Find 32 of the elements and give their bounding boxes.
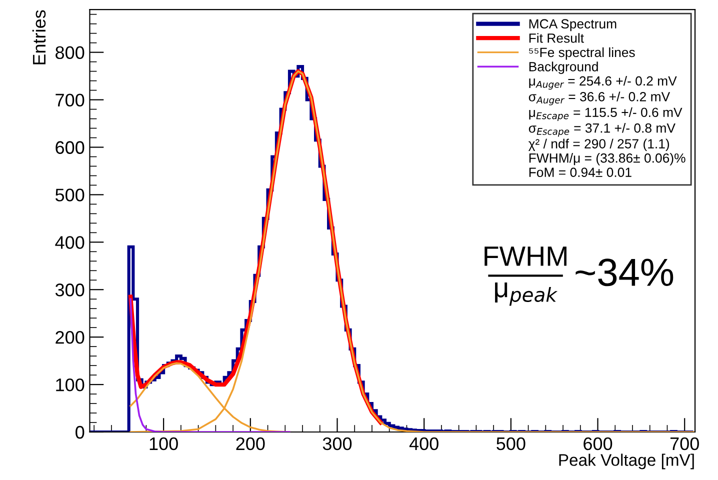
y-tick-label: 100	[56, 378, 84, 392]
legend-label: MCA Spectrum	[529, 19, 616, 32]
x-tick-label: 500	[496, 437, 526, 450]
y-tick-label: 400	[55, 236, 84, 249]
x-tick-label: 200	[236, 437, 265, 450]
x-tick-label: 400	[409, 437, 438, 450]
y-tick-label: 300	[55, 284, 84, 296]
y-tick-label: 800	[56, 46, 84, 60]
annotation: FWHM	[484, 246, 566, 266]
x-tick-label: 300	[322, 437, 352, 450]
y-tick-label: 600	[56, 141, 84, 154]
y-tick-label: 0	[76, 426, 84, 439]
x-tick-label: 100	[150, 437, 178, 450]
y-tick-label: 500	[55, 188, 84, 202]
x-axis-title: Peak Voltage [mV]	[559, 454, 694, 470]
annotation: FWHM/μ = (33.86± 0.06)%	[529, 153, 686, 166]
y-axis-title: Entries	[32, 10, 46, 64]
legend-label: Fit Result	[529, 33, 584, 43]
annotation: μ$_{Auger}$ = 254.6 +/- 0.2 mV	[529, 76, 677, 90]
y-tick-label: 700	[56, 94, 84, 106]
annotation: σ$_{Escape}$ = 37.1 +/- 0.8 mV	[528, 123, 676, 137]
annotation: χ² / ndf = 290 / 257 (1.1)	[528, 138, 670, 152]
legend-label: ⁵⁵Fe spectral lines	[529, 47, 635, 60]
x-tick-label: 700	[670, 437, 699, 450]
annotation: ~34%	[576, 258, 674, 286]
annotation: μ$_{Escape}$ = 115.5 +/- 0.6 mV	[529, 107, 682, 121]
legend-label: Background	[529, 62, 598, 74]
annotation: FoM = 0.94± 0.01	[529, 168, 632, 178]
x-tick-label: 600	[584, 437, 612, 450]
annotation: σ$_{Auger}$ = 36.6 +/- 0.2 mV	[528, 92, 670, 106]
annotation: μ$_{peak}$	[495, 282, 558, 306]
y-tick-label: 200	[56, 331, 84, 344]
